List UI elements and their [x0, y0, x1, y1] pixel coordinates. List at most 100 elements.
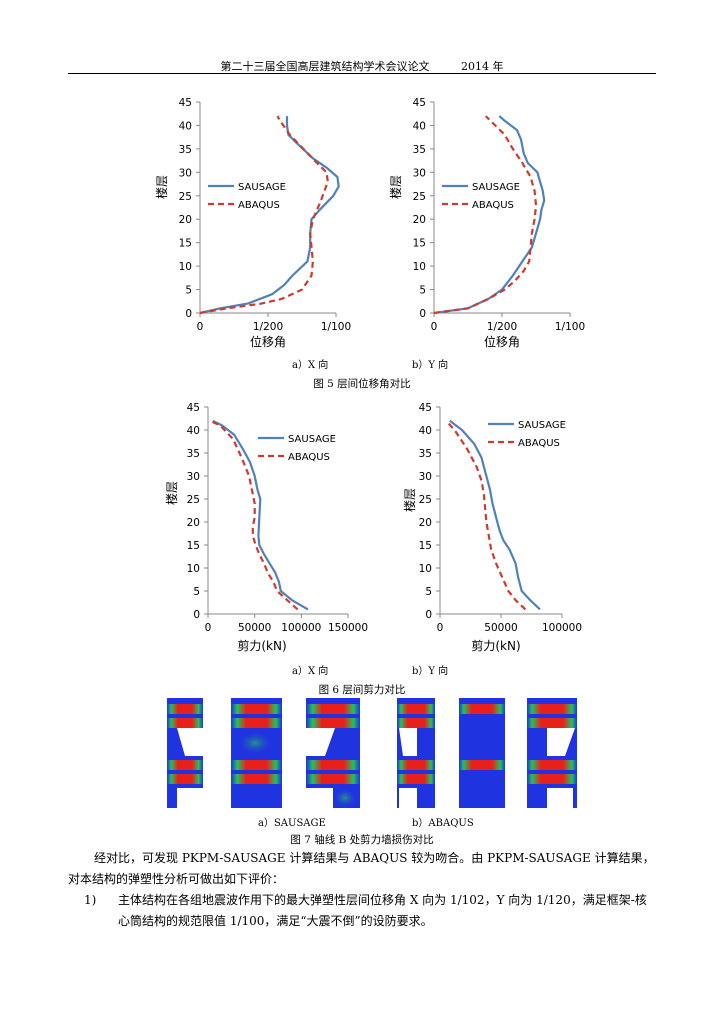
y-tick-label: 10	[179, 261, 192, 273]
y-tick-label: 45	[419, 402, 432, 414]
legend-label-sausage: SAUSAGE	[518, 420, 566, 431]
series-line-sausage	[212, 419, 309, 611]
fig6-sub-y: b）Y 向	[412, 666, 449, 677]
y-tick-label: 40	[419, 425, 432, 437]
y-tick-label: 20	[413, 214, 426, 226]
series-line-abaqus	[209, 419, 299, 611]
x-tick-label: 50000	[238, 622, 271, 634]
legend-label-sausage: SAUSAGE	[238, 182, 286, 193]
legend-label-abaqus: ABAQUS	[288, 452, 330, 463]
fig6-sub-x: a）X 向	[292, 666, 329, 677]
y-tick-label: 20	[179, 214, 192, 226]
list-item-1-number: 1)	[84, 893, 97, 907]
y-axis-label: 楼层	[388, 175, 403, 199]
x-tick-label: 50000	[484, 622, 517, 634]
x-axis-label: 位移角	[250, 334, 286, 349]
y-tick-label: 15	[179, 238, 192, 250]
y-tick-label: 45	[187, 402, 200, 414]
x-tick-label: 100000	[281, 622, 321, 634]
y-tick-label: 0	[193, 609, 200, 621]
y-tick-label: 20	[419, 517, 432, 529]
x-tick-label: 150000	[328, 622, 368, 634]
fig5-sub-x: a）X 向	[292, 360, 329, 371]
y-tick-label: 25	[413, 191, 426, 203]
fig5-sub-y: b）Y 向	[412, 360, 449, 371]
header-rule	[68, 73, 656, 74]
y-tick-label: 40	[187, 425, 200, 437]
x-axis-label: 剪力(kN)	[471, 638, 520, 653]
chart-fig6a: 0 5 10 15 20 25 30 35 40 45 0 50000 100000 150000 楼层剪力…	[164, 402, 368, 653]
damage-contour-sausage	[155, 698, 373, 808]
conference-title: 第二十三届全国高层建筑结构学术会议论文	[220, 60, 430, 73]
y-tick-label: 0	[425, 609, 432, 621]
x-tick-label: 1/100	[321, 321, 351, 333]
fig7-caption: 图 7 轴线 B 处剪力墙损伤对比	[290, 834, 434, 846]
y-tick-label: 25	[419, 494, 432, 506]
x-axis-label: 剪力(kN)	[237, 638, 286, 653]
page-header: 第二十三届全国高层建筑结构学术会议论文 2014 年	[0, 58, 724, 74]
y-tick-label: 5	[425, 586, 432, 598]
y-tick-label: 5	[193, 586, 200, 598]
y-tick-label: 30	[179, 167, 192, 179]
y-tick-label: 40	[179, 120, 192, 132]
legend-label-sausage: SAUSAGE	[288, 434, 336, 445]
legend-label-sausage: SAUSAGE	[472, 182, 520, 193]
x-tick-label: 1/200	[253, 321, 283, 333]
y-tick-label: 35	[413, 144, 426, 156]
body-paragraph: 经对比，可发现 PKPM-SAUSAGE 计算结果与 ABAQUS 较为吻合。由…	[68, 851, 655, 886]
y-tick-label: 5	[419, 285, 426, 297]
series-line-abaqus	[445, 420, 527, 611]
y-tick-label: 0	[185, 308, 192, 320]
x-tick-label: 0	[431, 321, 438, 333]
y-tick-label: 10	[413, 261, 426, 273]
series-line-sausage	[449, 419, 541, 611]
legend-label-abaqus: ABAQUS	[472, 200, 514, 211]
fig5-caption: 图 5 层间位移角对比	[313, 378, 411, 390]
damage-panel-abaqus	[377, 698, 595, 808]
fig7-sub-b: b）ABAQUS	[412, 818, 474, 829]
y-tick-label: 10	[187, 563, 200, 575]
y-tick-label: 35	[419, 448, 432, 460]
header-year: 2014 年	[460, 60, 504, 73]
list-item-1-text: 主体结构在各组地震波作用下的最大弹塑性层间位移角 X 向为 1/102，Y 向为…	[118, 893, 647, 928]
y-tick-label: 15	[413, 238, 426, 250]
y-tick-label: 20	[187, 517, 200, 529]
damage-contour-abaqus	[377, 698, 595, 808]
y-tick-label: 25	[179, 191, 192, 203]
y-tick-label: 5	[185, 285, 192, 297]
fig7-sub-a: a）SAUSAGE	[258, 818, 326, 829]
y-tick-label: 30	[187, 471, 200, 483]
y-tick-label: 45	[179, 97, 192, 109]
legend-label-abaqus: ABAQUS	[518, 438, 560, 449]
y-tick-label: 45	[413, 97, 426, 109]
y-tick-label: 0	[419, 308, 426, 320]
y-tick-label: 30	[413, 167, 426, 179]
x-tick-label: 100000	[542, 622, 582, 634]
y-tick-label: 40	[413, 120, 426, 132]
x-tick-label: 1/100	[555, 321, 585, 333]
y-tick-label: 10	[419, 563, 432, 575]
y-tick-label: 35	[179, 144, 192, 156]
y-tick-label: 15	[419, 540, 432, 552]
series-line-sausage	[433, 115, 546, 315]
y-axis-label: 楼层	[154, 175, 169, 199]
y-axis-label: 楼层	[402, 488, 417, 512]
legend-label-abaqus: ABAQUS	[238, 200, 280, 211]
x-axis-label: 位移角	[484, 334, 520, 349]
y-tick-label: 35	[187, 448, 200, 460]
y-tick-label: 15	[187, 540, 200, 552]
x-tick-label: 0	[197, 321, 204, 333]
fig6-caption: 图 6 层间剪力对比	[318, 684, 406, 696]
damage-panel-sausage	[155, 698, 373, 808]
series-line-sausage	[199, 116, 340, 315]
y-tick-label: 25	[187, 494, 200, 506]
series-line-abaqus	[199, 115, 329, 315]
y-tick-label: 30	[419, 471, 432, 483]
x-tick-label: 1/200	[487, 321, 517, 333]
x-tick-label: 0	[437, 622, 444, 634]
y-axis-label: 楼层	[164, 481, 179, 505]
